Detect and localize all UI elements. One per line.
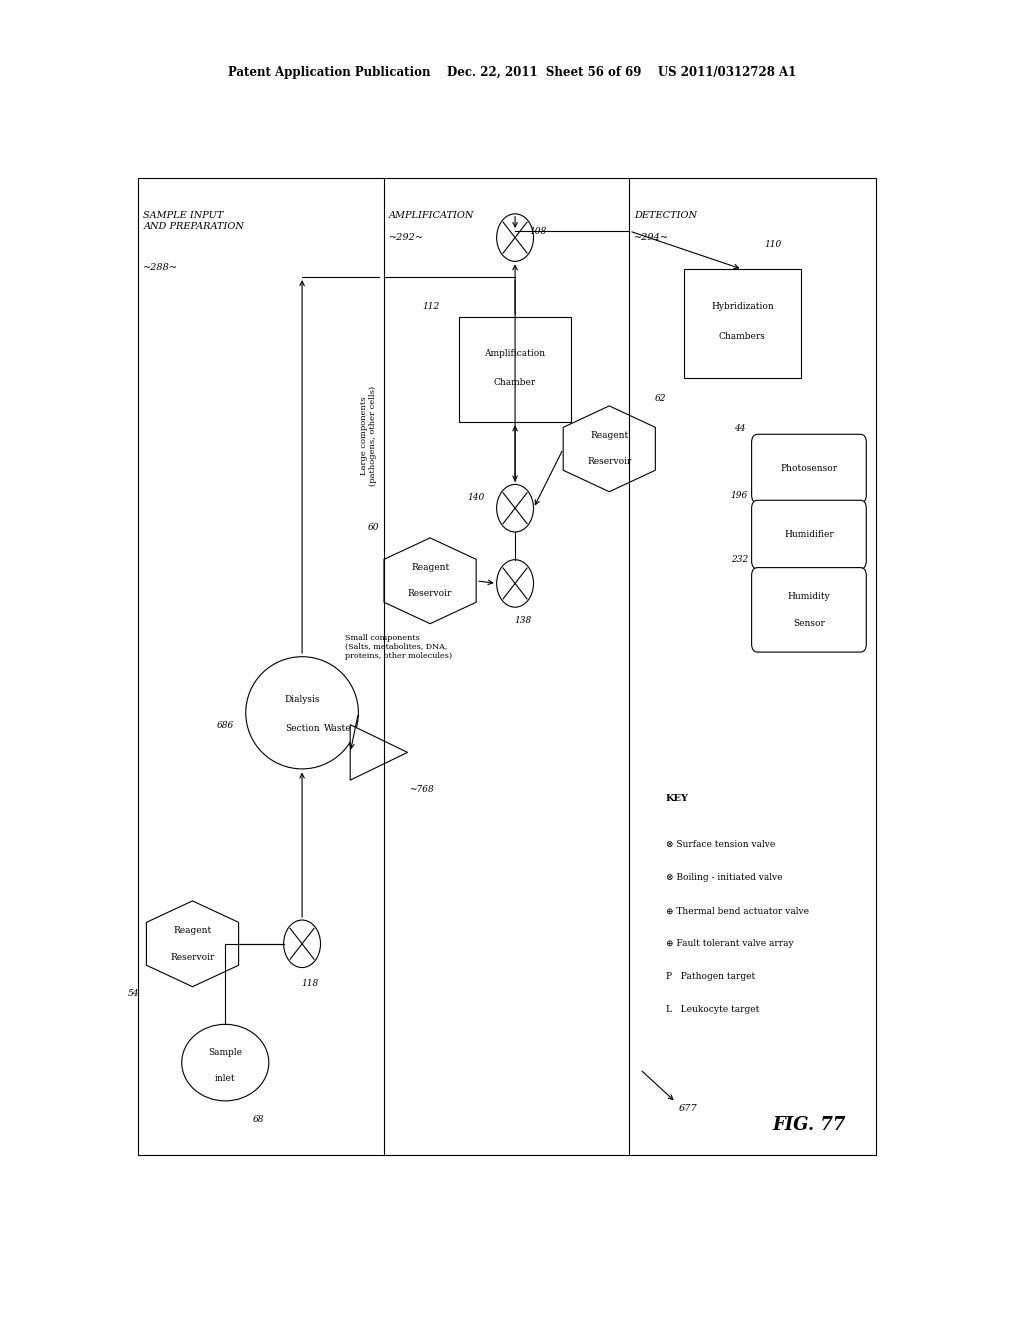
Text: SAMPLE INPUT
AND PREPARATION: SAMPLE INPUT AND PREPARATION xyxy=(143,211,245,231)
Text: ⊗ Boiling - initiated valve: ⊗ Boiling - initiated valve xyxy=(666,874,782,882)
Text: Chamber: Chamber xyxy=(494,379,537,387)
Text: Large components
(pathogens, other cells): Large components (pathogens, other cells… xyxy=(359,385,377,486)
Polygon shape xyxy=(384,539,476,623)
Text: ⊕ Fault tolerant valve array: ⊕ Fault tolerant valve array xyxy=(666,940,794,948)
Text: Reagent: Reagent xyxy=(173,927,212,935)
Text: 138: 138 xyxy=(515,616,531,624)
FancyBboxPatch shape xyxy=(752,434,866,503)
Text: 686: 686 xyxy=(217,722,233,730)
Text: 232: 232 xyxy=(731,556,748,564)
Text: 62: 62 xyxy=(654,395,667,403)
Ellipse shape xyxy=(182,1024,268,1101)
Text: 54: 54 xyxy=(127,990,139,998)
Text: Reservoir: Reservoir xyxy=(408,590,453,598)
Text: FIG. 77: FIG. 77 xyxy=(772,1115,846,1134)
Polygon shape xyxy=(350,725,408,780)
FancyBboxPatch shape xyxy=(684,269,801,378)
Text: Small components
(Salts, metabolites, DNA,
proteins, other molecules): Small components (Salts, metabolites, DN… xyxy=(345,634,453,660)
Text: Section: Section xyxy=(285,725,319,733)
FancyBboxPatch shape xyxy=(752,500,866,569)
Polygon shape xyxy=(563,407,655,491)
Text: Patent Application Publication    Dec. 22, 2011  Sheet 56 of 69    US 2011/03127: Patent Application Publication Dec. 22, … xyxy=(228,66,796,79)
Text: ~292~: ~292~ xyxy=(389,234,424,242)
Text: ~768: ~768 xyxy=(410,785,434,793)
Circle shape xyxy=(284,920,321,968)
Text: inlet: inlet xyxy=(215,1074,236,1082)
Text: Chambers: Chambers xyxy=(719,333,766,341)
Text: P   Pathogen target: P Pathogen target xyxy=(666,973,755,981)
Circle shape xyxy=(497,214,534,261)
Text: Reagent: Reagent xyxy=(590,432,629,440)
Text: Sensor: Sensor xyxy=(793,619,825,627)
FancyBboxPatch shape xyxy=(459,317,571,422)
Text: 112: 112 xyxy=(423,302,439,310)
Text: 44: 44 xyxy=(733,425,745,433)
Text: 118: 118 xyxy=(302,979,318,987)
Text: L   Leukocyte target: L Leukocyte target xyxy=(666,1006,759,1014)
Text: Hybridization: Hybridization xyxy=(711,302,774,310)
Text: Reservoir: Reservoir xyxy=(170,953,215,961)
Text: Dialysis: Dialysis xyxy=(285,696,319,704)
FancyBboxPatch shape xyxy=(138,178,876,1155)
Text: Amplification: Amplification xyxy=(484,350,546,358)
Text: 110: 110 xyxy=(765,240,781,248)
Text: 60: 60 xyxy=(368,524,380,532)
Text: Humidifier: Humidifier xyxy=(784,531,834,539)
Text: Reagent: Reagent xyxy=(411,564,450,572)
Text: Sample: Sample xyxy=(208,1048,243,1056)
Ellipse shape xyxy=(246,656,358,768)
Text: ~294~: ~294~ xyxy=(635,234,670,242)
Text: DETECTION: DETECTION xyxy=(635,211,697,220)
Text: 140: 140 xyxy=(468,494,484,502)
Text: KEY: KEY xyxy=(666,795,688,803)
FancyBboxPatch shape xyxy=(752,568,866,652)
Text: 108: 108 xyxy=(529,227,546,235)
Text: ⊕ Thermal bend actuator valve: ⊕ Thermal bend actuator valve xyxy=(666,907,809,915)
Text: 196: 196 xyxy=(731,491,748,499)
Text: Humidity: Humidity xyxy=(787,593,830,601)
Polygon shape xyxy=(146,900,239,987)
Text: AMPLIFICATION: AMPLIFICATION xyxy=(389,211,474,220)
Text: Waste: Waste xyxy=(325,725,351,733)
Text: 677: 677 xyxy=(679,1105,697,1113)
Text: Reservoir: Reservoir xyxy=(587,458,632,466)
Text: Photosensor: Photosensor xyxy=(780,465,838,473)
Circle shape xyxy=(497,560,534,607)
Text: ⊗ Surface tension valve: ⊗ Surface tension valve xyxy=(666,841,775,849)
Text: 68: 68 xyxy=(252,1115,264,1123)
Text: ~288~: ~288~ xyxy=(143,264,178,272)
Circle shape xyxy=(497,484,534,532)
